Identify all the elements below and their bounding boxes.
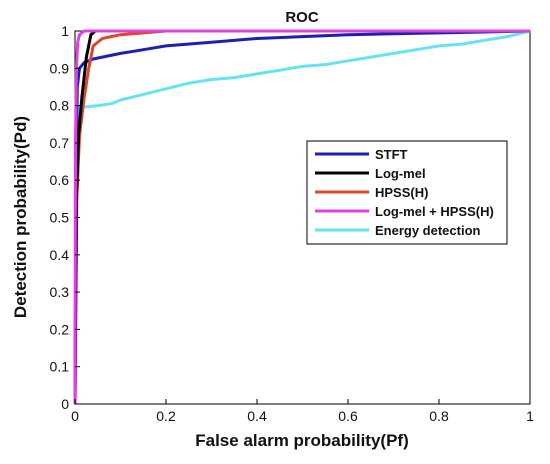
x-tick-label: 0.4 [247,408,267,424]
y-tick-label: 0.5 [50,210,70,226]
y-tick-label: 0.1 [50,359,70,375]
y-axis-title: Detection probability(Pd) [11,116,30,318]
legend-label: Log-mel [375,166,426,181]
y-tick-label: 0.2 [50,321,70,337]
x-tick-label: 1 [526,408,534,424]
legend-label: STFT [375,147,408,162]
tick-layer: 0 0.2 0.4 0.6 0.8 1 0 0.1 0.2 0.3 0.4 0.5 0.6 0.7 0.8 0… [50,23,535,424]
x-tick-label: 0 [71,408,79,424]
y-tick-label: 0 [61,396,69,412]
y-tick-label: 0.3 [50,284,70,300]
legend-items: STFT Log-mel HPSS(H) Log-mel + HPSS(H) Energ… [315,147,494,238]
y-tick-label: 0.9 [50,60,70,76]
series-line-stft [73,29,531,405]
x-axis-title: False alarm probability(Pf) [195,431,409,450]
legend-label: HPSS(H) [375,185,428,200]
legend-label: Log-mel + HPSS(H) [375,204,494,219]
legend-label: Energy detection [375,223,481,238]
x-tick-label: 0.8 [429,408,449,424]
x-tick-label: 0.2 [156,408,176,424]
legend: STFT Log-mel HPSS(H) Log-mel + HPSS(H) Energ… [306,140,508,245]
y-tick-label: 1 [61,23,69,39]
y-tick-label: 0.8 [50,98,70,114]
y-tick-label: 0.7 [50,135,70,151]
y-tick-label: 0.4 [50,247,70,263]
x-tick-label: 0.6 [338,408,358,424]
chart-title: ROC [285,9,319,26]
y-tick-label: 0.6 [50,172,70,188]
